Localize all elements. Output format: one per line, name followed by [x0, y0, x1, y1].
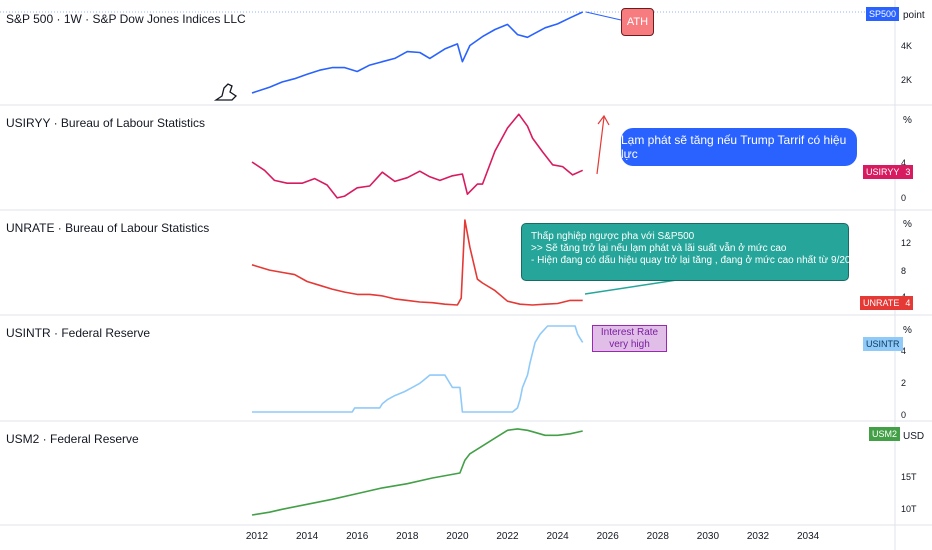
interest-rate-callout-line: Interest Rate: [600, 327, 659, 338]
x-tick-label: 2032: [746, 531, 770, 542]
usintr-tick-4: 4: [901, 346, 907, 356]
usiryy-tick-0: 0: [901, 193, 907, 203]
unemployment-callout-line: Thấp nghiệp ngược pha với S&P500: [531, 231, 695, 242]
x-tick-label: 2026: [596, 531, 619, 542]
usm2-unit-label: USD: [903, 431, 925, 442]
usm2-line: [251, 428, 583, 516]
usiryy-line: [251, 113, 584, 199]
unrate-unit-label: %: [903, 219, 912, 230]
x-tick-label: 2012: [245, 531, 269, 542]
usiryy-tick-4: 4: [901, 158, 907, 168]
x-tick-label: 2016: [346, 531, 369, 542]
usintr-unit-label: %: [903, 325, 912, 336]
usiryy-panel-title: USIRYY · Bureau of Labour Statistics: [6, 116, 205, 130]
ath-connector: [585, 11, 622, 21]
usm2-tick-10t: 10T: [901, 504, 917, 514]
sp500-line: [251, 11, 584, 94]
interest-rate-callout: Interest Rate very high: [592, 325, 667, 352]
ath-callout: ATH: [621, 8, 654, 36]
x-tick-label: 2020: [446, 531, 469, 542]
usintr-badge: USINTR: [863, 337, 903, 351]
usintr-panel-title: USINTR · Federal Reserve: [6, 326, 151, 340]
sp500-panel-title: S&P 500 · 1W · S&P Dow Jones Indices LLC: [6, 12, 246, 26]
unrate-tick-8: 8: [901, 266, 907, 276]
dino-icon: [213, 83, 238, 101]
x-tick-label: 2022: [496, 531, 519, 542]
unrate-badge: UNRATE 4: [860, 296, 914, 310]
usm2-badge: USM2: [869, 427, 901, 441]
usm2-tick-15t: 15T: [901, 472, 917, 482]
sp500-badge: SP500: [866, 7, 900, 21]
usintr-tick-0: 0: [901, 410, 907, 420]
unemployment-callout-line: >> Sẽ tăng trở lại nếu lạm phát và lãi s…: [531, 243, 787, 254]
x-tick-label: 2028: [646, 531, 669, 542]
unrate-tick-12: 12: [901, 238, 912, 248]
usintr-line: [252, 325, 584, 413]
usintr-tick-2: 2: [901, 378, 907, 388]
sp500-unit-label: point: [903, 10, 925, 21]
unrate-panel-title: UNRATE · Bureau of Labour Statistics: [6, 221, 210, 235]
unrate-line: [251, 219, 583, 306]
inflation-up-arrow: [596, 116, 605, 175]
unemployment-callout: Thấp nghiệp ngược pha với S&P500 >> Sẽ t…: [521, 223, 862, 281]
sp500-tick-4k: 4K: [901, 41, 913, 51]
inflation-up-arrowhead: [597, 114, 610, 126]
unemployment-callout-line: - Hiện đang có dấu hiệu quay trở lại tăn…: [531, 255, 862, 266]
x-tick-label: 2030: [696, 531, 720, 542]
sp500-tick-2k: 2K: [901, 75, 913, 85]
x-tick-label: 2018: [396, 531, 419, 542]
x-tick-label: 2014: [295, 531, 319, 542]
x-tick-label: 2024: [546, 531, 569, 542]
x-tick-label: 2034: [796, 531, 820, 542]
tariff-inflation-callout: Lạm phát sẽ tăng nếu Trump Tarrif có hiệ…: [621, 128, 857, 166]
interest-rate-callout-line: very high: [609, 339, 650, 350]
usiryy-unit-label: %: [903, 115, 912, 126]
usm2-panel-title: USM2 · Federal Reserve: [6, 432, 139, 446]
usiryy-badge: USIRYY 3: [863, 165, 914, 179]
